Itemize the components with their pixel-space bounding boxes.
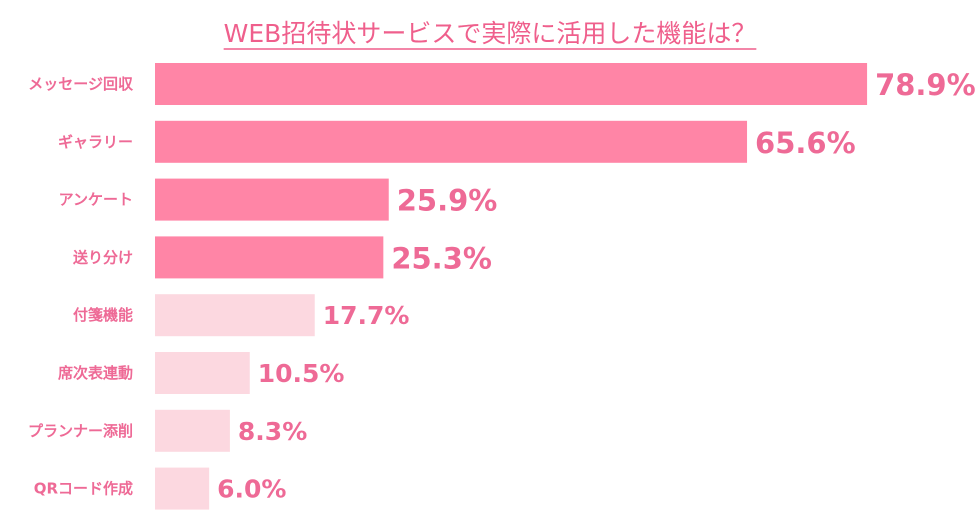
value-label-8: 6.0%	[217, 475, 286, 504]
bar-1	[155, 63, 868, 105]
bar-8	[155, 467, 210, 510]
value-label-4: 25.3%	[391, 241, 492, 275]
bar-6	[155, 352, 250, 394]
bar-5	[155, 294, 315, 337]
bar-2	[155, 120, 748, 163]
bar-4	[155, 236, 384, 279]
category-label-4: 送り分け	[72, 248, 133, 266]
value-label-7: 8.3%	[238, 417, 307, 446]
value-label-6: 10.5%	[258, 359, 345, 388]
category-label-1: メッセージ回収	[28, 75, 134, 93]
bar-3	[155, 178, 389, 221]
bars-layer: メッセージ回収 78.9% ギャラリー 65.6% アンケート 25.9% 送り分け 25.3…	[28, 63, 976, 510]
category-label-8: QRコード作成	[34, 480, 133, 498]
category-label-5: 付箋機能	[73, 306, 133, 324]
value-label-1: 78.9%	[875, 68, 976, 102]
value-label-2: 65.6%	[755, 126, 856, 160]
value-label-3: 25.9%	[397, 184, 498, 218]
category-label-6: 席次表連動	[58, 364, 133, 382]
category-label-2: ギャラリー	[58, 133, 133, 151]
value-label-5: 17.7%	[323, 301, 410, 330]
bar-7	[155, 409, 230, 452]
category-label-7: プランナー添削	[28, 422, 133, 440]
category-label-3: アンケート	[59, 191, 133, 209]
chart-title: WEB招待状サービスで実際に活用した機能は？	[224, 19, 757, 48]
